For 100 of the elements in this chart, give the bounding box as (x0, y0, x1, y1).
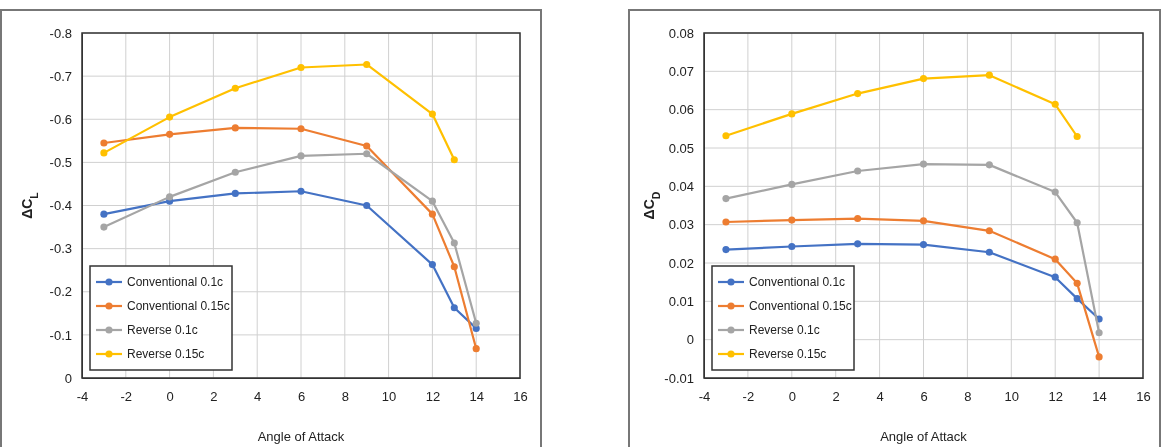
point (919, 160, 928, 168)
point (1095, 353, 1103, 361)
point (985, 71, 993, 79)
point (100, 210, 108, 218)
point (472, 345, 480, 353)
y-tick-label: -0.8 (49, 25, 72, 41)
x-tick-label: 12 (1048, 389, 1063, 405)
point (450, 263, 458, 271)
point (166, 113, 174, 121)
y-tick-label: -0.1 (49, 327, 72, 343)
point (985, 227, 993, 235)
point (722, 218, 730, 226)
x-tick-label: -2 (742, 389, 755, 405)
legend-label: Reverse 0.15c (749, 347, 827, 362)
legend-label: Conventional 0.1c (749, 275, 846, 290)
y-tick-label: -0.7 (49, 68, 72, 84)
x-tick-label: -2 (120, 389, 133, 405)
x-tick-label: 8 (964, 389, 972, 405)
y-tick-label: -0.5 (49, 155, 72, 171)
point (1073, 279, 1081, 287)
x-tick-label: 6 (920, 389, 928, 405)
point (100, 223, 108, 231)
point (363, 201, 371, 210)
x-tick-label: 8 (341, 389, 349, 405)
y-tick-label: -0.6 (49, 111, 72, 127)
point (1073, 132, 1081, 141)
point (919, 241, 928, 249)
point (788, 242, 796, 251)
point (788, 110, 796, 118)
x-tick-label: 16 (513, 389, 528, 405)
legend-label: Reverse 0.1c (749, 323, 820, 338)
point (985, 248, 993, 256)
x-tick-label: 14 (1092, 389, 1107, 405)
point (297, 63, 305, 72)
point (231, 189, 239, 197)
point (100, 139, 108, 147)
point (985, 161, 993, 169)
x-tick-label: 4 (254, 389, 262, 405)
point (788, 216, 796, 224)
x-tick-label: 2 (832, 389, 840, 405)
point (722, 132, 730, 140)
point (297, 187, 305, 195)
x-tick-label: 6 (297, 389, 306, 405)
y-tick-label: 0 (686, 332, 694, 348)
point (166, 193, 174, 201)
y-tick-label: 0.04 (668, 178, 694, 194)
y-tick-label: 0.07 (668, 63, 694, 79)
point (722, 195, 730, 203)
x-tick-label: 14 (469, 389, 484, 405)
point (450, 304, 458, 312)
point (166, 130, 174, 138)
y-tick-label: -0.4 (49, 198, 72, 214)
point (100, 149, 108, 157)
point (297, 125, 305, 133)
x-tick-label: 4 (876, 389, 884, 405)
y-tick-label: 0 (64, 370, 72, 386)
point (1073, 295, 1081, 303)
point (231, 168, 239, 176)
point (472, 319, 480, 327)
x-tick-label: 2 (210, 389, 218, 405)
x-tick-label: 10 (1004, 389, 1020, 405)
x-tick-label: 0 (166, 389, 174, 405)
point (1095, 329, 1103, 337)
point (854, 167, 862, 175)
point (450, 239, 458, 247)
point (231, 124, 239, 132)
point (428, 110, 436, 118)
x-tick-label: 10 (381, 389, 397, 405)
legend-label: Reverse 0.1c (127, 323, 198, 338)
point (428, 261, 436, 269)
point (450, 156, 458, 164)
point (231, 84, 239, 92)
x-axis-title: Angle of Attack (880, 429, 968, 444)
y-tick-label: 0.03 (668, 217, 694, 233)
x-tick-label: -4 (698, 389, 711, 405)
point (854, 214, 862, 223)
point (722, 246, 730, 254)
point (1051, 188, 1059, 196)
legend-label: Reverse 0.15c (127, 347, 205, 362)
point (363, 142, 371, 150)
x-tick-label: 0 (788, 389, 796, 405)
point (1073, 219, 1081, 227)
y-tick-label: -0.3 (49, 241, 72, 257)
point (297, 152, 305, 160)
point (919, 75, 928, 83)
x-tick-label: 12 (425, 389, 441, 405)
y-tick-label: -0.01 (664, 370, 694, 386)
x-tick-label: 16 (1136, 389, 1151, 405)
point (363, 150, 371, 158)
point (788, 180, 796, 188)
y-tick-label: 0.05 (668, 140, 694, 156)
point (428, 197, 436, 205)
point (1051, 100, 1059, 108)
point (854, 240, 862, 248)
x-tick-label: -4 (76, 389, 89, 405)
point (919, 217, 928, 225)
point (1051, 273, 1059, 281)
point (1051, 255, 1059, 263)
y-tick-label: 0.08 (668, 25, 694, 41)
y-tick-label: 0.06 (668, 102, 694, 118)
